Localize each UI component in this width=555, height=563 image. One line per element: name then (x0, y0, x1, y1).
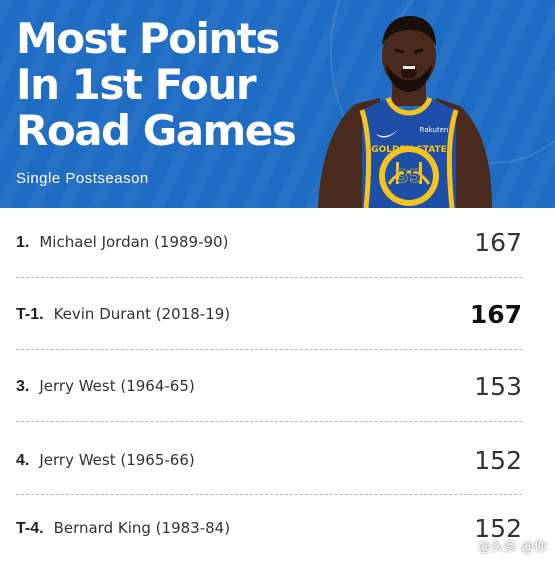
ranking-list: 1. Michael Jordan (1989-90) 167 T-1. Kev… (0, 208, 555, 563)
row-divider (16, 494, 522, 495)
points-value: 152 (474, 513, 522, 543)
rank-label: 1. (16, 233, 30, 251)
watermark-text: @头条 @你 (477, 540, 547, 555)
page-subtitle: Single Postseason (16, 170, 149, 187)
row-divider (16, 277, 522, 278)
points-value: 153 (474, 371, 522, 401)
basketball-player-icon: GOLDEN STATE 35 Rakuten (318, 16, 492, 208)
row-divider (16, 421, 522, 422)
ranking-row: 3. Jerry West (1964-65) 153 (16, 366, 522, 406)
row-divider (16, 349, 522, 350)
points-value: 167 (469, 299, 522, 329)
player-name: Jerry West (1965-66) (39, 450, 195, 469)
chat-bubble-icon (457, 539, 475, 552)
watermark: @头条 @你 (457, 536, 547, 555)
points-value: 152 (474, 445, 522, 475)
rank-label: T-4. (16, 519, 44, 537)
jersey-sponsor: Rakuten (420, 126, 449, 134)
rank-label: 3. (16, 377, 30, 395)
ranking-row: 4. Jerry West (1965-66) 152 (16, 440, 522, 480)
points-value: 167 (474, 227, 522, 257)
jersey-team-text: GOLDEN STATE (371, 145, 447, 155)
player-name: Bernard King (1983-84) (53, 518, 231, 537)
ranking-row: T-4. Bernard King (1983-84) 152 (16, 508, 522, 548)
ranking-row: T-1. Kevin Durant (2018-19) 167 (16, 294, 522, 334)
jersey-number: 35 (396, 166, 421, 187)
player-name: Michael Jordan (1989-90) (39, 232, 229, 251)
page-title: Most Points In 1st Four Road Games (16, 14, 297, 155)
player-name: Jerry West (1964-65) (39, 376, 195, 395)
header-banner: Most Points In 1st Four Road Games Singl… (0, 0, 555, 208)
ranking-row: 1. Michael Jordan (1989-90) 167 (16, 222, 522, 262)
rank-label: T-1. (16, 305, 44, 323)
rank-label: 4. (16, 451, 30, 469)
player-name: Kevin Durant (2018-19) (53, 304, 231, 323)
